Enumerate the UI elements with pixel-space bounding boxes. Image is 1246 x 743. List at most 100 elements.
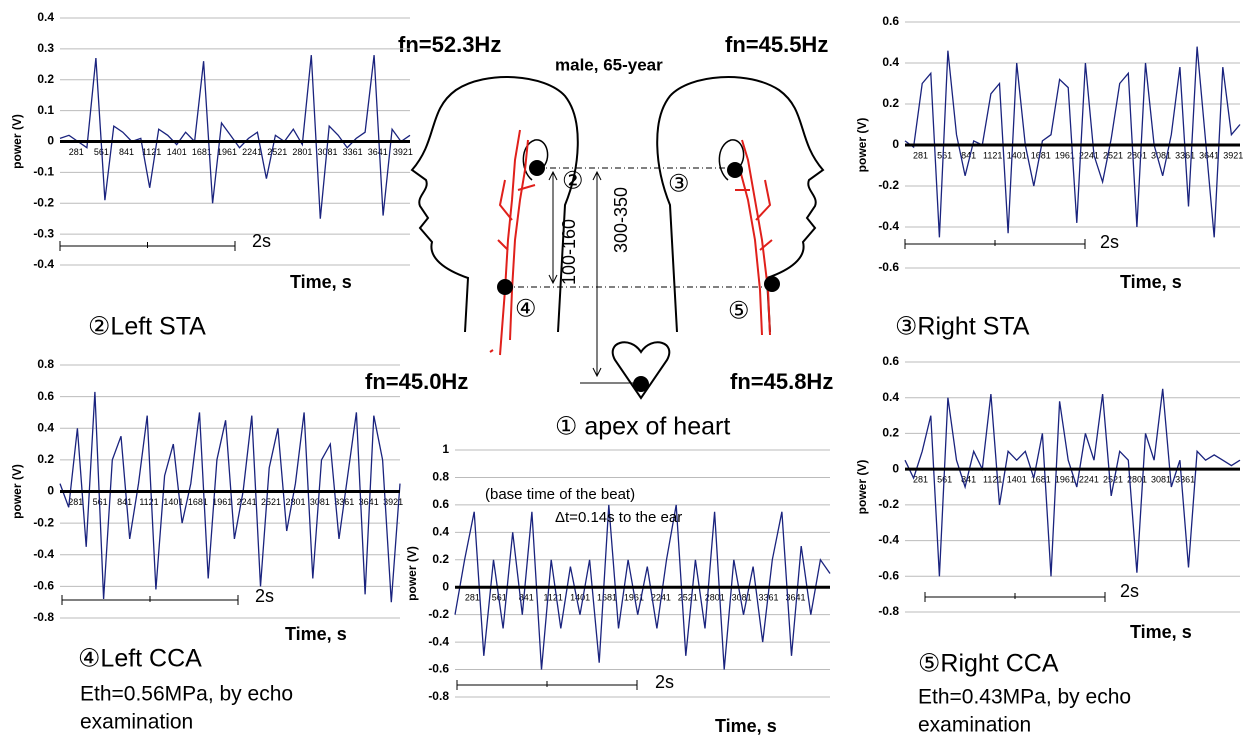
- y-tick-label: 0.8: [432, 470, 449, 484]
- x-tick-label: 3361: [343, 147, 363, 157]
- fn-label: fn=45.8Hz: [730, 369, 833, 394]
- left-head: [410, 76, 579, 333]
- y-tick-label: -0.4: [878, 219, 899, 233]
- x-tick-label: 1401: [163, 497, 183, 507]
- x-tick-label: 1401: [1007, 150, 1027, 160]
- y-tick-label: 0.2: [882, 426, 899, 440]
- right-head: [656, 76, 825, 333]
- y-tick-label: 0.2: [432, 552, 449, 566]
- y-tick-label: 0.1: [37, 103, 54, 117]
- y-tick-label: 0.4: [882, 390, 899, 404]
- x-tick-label: 3641: [359, 497, 379, 507]
- x-tick-label: 1961: [217, 147, 237, 157]
- x-axis-label: Time, s: [285, 624, 347, 644]
- x-tick-label: 3081: [1151, 150, 1171, 160]
- x-tick-label: 561: [937, 150, 952, 160]
- y-tick-label: -0.3: [33, 226, 54, 240]
- point-label: ④: [515, 295, 537, 322]
- x-tick-label: 1681: [1031, 150, 1051, 160]
- x-tick-label: 1961: [1055, 475, 1075, 485]
- y-tick-label: -0.1: [33, 165, 54, 179]
- x-axis-label: Time, s: [1120, 272, 1182, 292]
- x-tick-label: 281: [69, 147, 84, 157]
- x-tick-label: 841: [117, 497, 132, 507]
- y-tick-label: -0.6: [878, 260, 899, 274]
- y-tick-label: -0.2: [878, 497, 899, 511]
- y-tick-label: 0.3: [37, 41, 54, 55]
- x-tick-label: 1961: [212, 497, 232, 507]
- y-tick-label: 0: [892, 137, 899, 151]
- x-tick-label: 3641: [368, 147, 388, 157]
- signal-line: [59, 391, 401, 603]
- y-tick-label: -0.6: [878, 568, 899, 582]
- x-tick-label: 1401: [167, 147, 187, 157]
- scale-bar: [61, 595, 239, 605]
- x-tick-label: 2801: [292, 147, 312, 157]
- x-tick-label: 1401: [570, 593, 590, 603]
- heart: [611, 341, 671, 400]
- y-tick-label: -0.8: [428, 689, 449, 703]
- x-axis-label: Time, s: [290, 272, 352, 292]
- fn-label: fn=45.0Hz: [365, 369, 468, 394]
- x-tick-label: 841: [119, 147, 134, 157]
- x-tick-label: 2801: [285, 497, 305, 507]
- y-axis-label: power (V): [10, 464, 24, 519]
- right-arteries: [735, 139, 773, 336]
- signal-line: [904, 46, 1241, 238]
- y-tick-label: 0.6: [882, 354, 899, 368]
- x-tick-label: 2241: [1079, 150, 1099, 160]
- scale-label: 2s: [255, 586, 274, 606]
- y-tick-label: 0.6: [882, 14, 899, 28]
- x-tick-label: 3921: [383, 497, 403, 507]
- x-axis-label: Time, s: [1130, 622, 1192, 642]
- y-tick-label: 0.4: [432, 525, 449, 539]
- x-tick-label: 2521: [261, 497, 281, 507]
- y-tick-label: -0.4: [878, 533, 899, 547]
- y-tick-label: 1: [442, 442, 449, 456]
- note: examination: [80, 711, 193, 734]
- x-tick-label: 841: [519, 593, 534, 603]
- x-tick-label: 2241: [237, 497, 257, 507]
- scale-label: 2s: [252, 231, 271, 251]
- x-tick-label: 1961: [1055, 150, 1075, 160]
- x-tick-label: 2521: [1103, 150, 1123, 160]
- point-label: ③: [668, 170, 690, 197]
- x-tick-label: 3081: [310, 497, 330, 507]
- signal-line: [454, 504, 831, 670]
- scale-bar: [924, 592, 1106, 602]
- x-tick-label: 3921: [1223, 150, 1243, 160]
- scale-label: 2s: [1100, 232, 1119, 252]
- distance-label: 300-350: [611, 187, 631, 253]
- y-tick-label: 0.4: [37, 420, 54, 434]
- y-axis-label: power (V): [855, 118, 869, 173]
- y-tick-label: 0: [442, 579, 449, 593]
- y-tick-label: 0.2: [37, 452, 54, 466]
- x-tick-label: 1681: [1031, 475, 1051, 485]
- y-tick-label: -0.4: [33, 547, 54, 561]
- y-tick-label: 0.8: [37, 357, 54, 371]
- chart-title: ③Right STA: [895, 313, 1030, 341]
- y-tick-label: 0.4: [37, 10, 54, 24]
- x-tick-label: 2521: [678, 593, 698, 603]
- x-tick-label: 3081: [1151, 475, 1171, 485]
- x-tick-label: 3921: [393, 147, 413, 157]
- y-tick-label: 0: [47, 484, 54, 498]
- y-tick-label: -0.2: [878, 178, 899, 192]
- x-tick-label: 3641: [1199, 150, 1219, 160]
- x-tick-label: 1121: [543, 593, 562, 603]
- y-axis-label: power (V): [10, 114, 24, 169]
- fn-label: fn=52.3Hz: [398, 32, 501, 57]
- y-tick-label: -0.2: [33, 195, 54, 209]
- x-tick-label: 3361: [759, 593, 779, 603]
- scale-bar: [904, 239, 1086, 249]
- distance-label: 100-160: [559, 219, 579, 285]
- y-tick-label: -0.4: [428, 634, 449, 648]
- point-label: ⑤: [728, 297, 750, 324]
- x-tick-label: 3081: [318, 147, 338, 157]
- x-tick-label: 841: [961, 150, 976, 160]
- chart-title: ④Left CCA: [78, 645, 202, 673]
- y-tick-label: 0.2: [37, 72, 54, 86]
- note: examination: [918, 714, 1031, 737]
- note: Eth=0.56MPa, by echo: [80, 683, 293, 706]
